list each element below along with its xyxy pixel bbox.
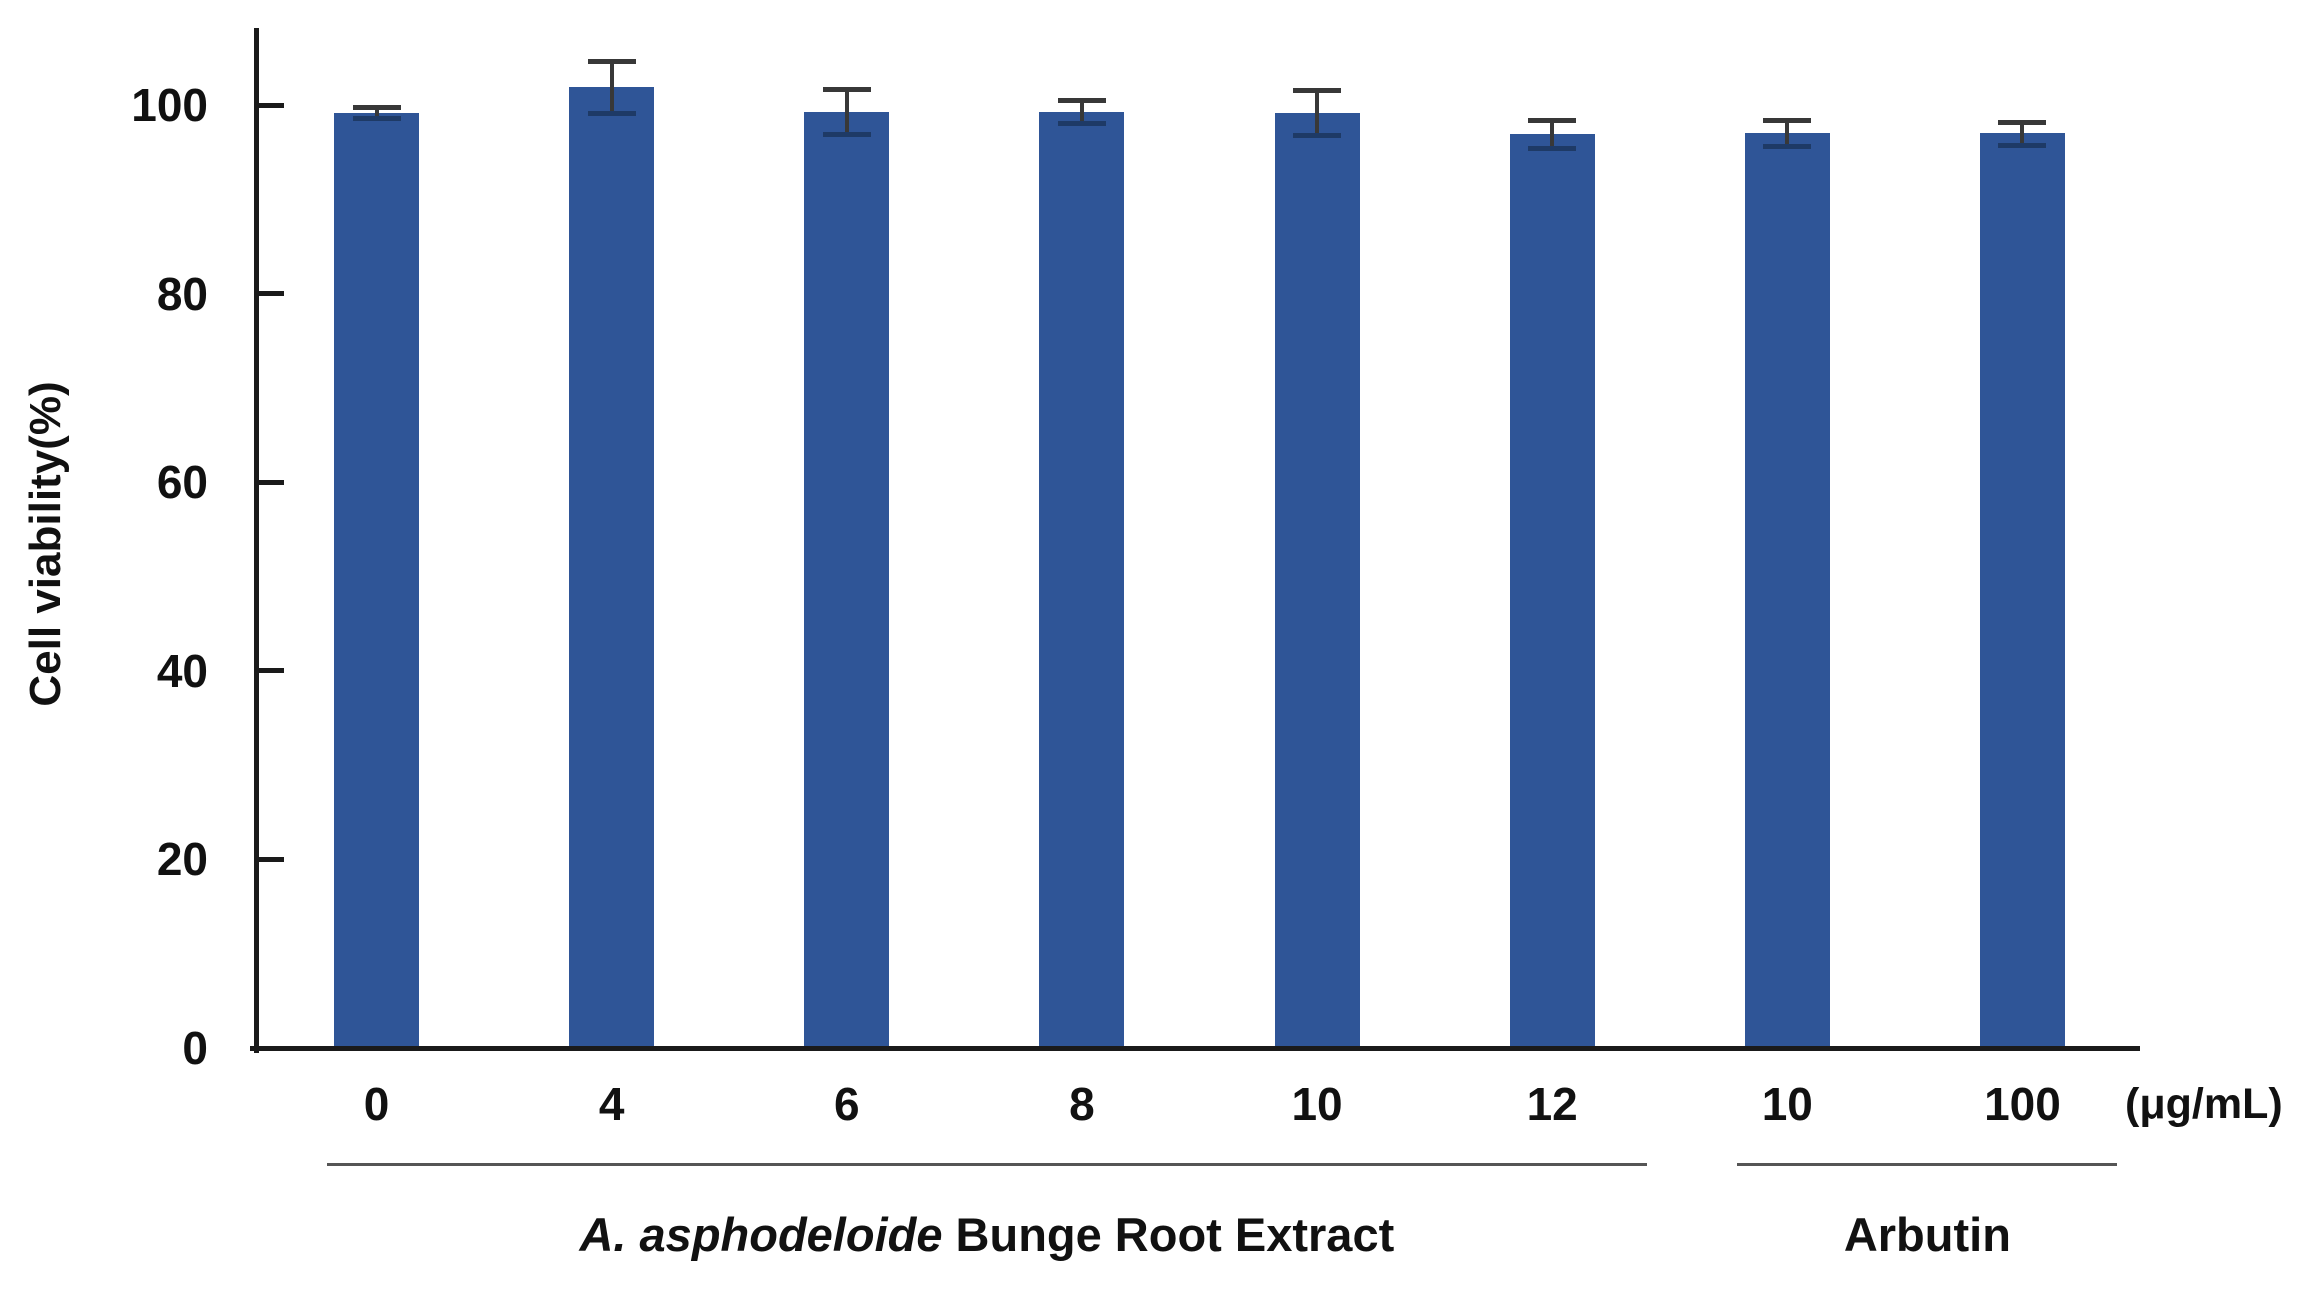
bar [1979, 133, 2065, 1048]
x-tick-label: 100 [1984, 1078, 2061, 1130]
y-tick-label: 20 [156, 833, 208, 886]
error-bar-line [374, 106, 379, 119]
y-axis-line [254, 28, 259, 1053]
group-label: A. asphodeloide Bunge Root Extract [579, 1208, 1395, 1261]
error-bar-cap-bottom [1763, 144, 1812, 150]
error-bar-line [1785, 120, 1790, 147]
error-bar-cap-top [822, 86, 871, 92]
y-tick-label: 60 [156, 456, 208, 509]
error-bar-line [609, 60, 614, 114]
error-bar-line [1079, 100, 1084, 123]
x-tick-label: 12 [1526, 1078, 1578, 1130]
bar [1744, 133, 1830, 1048]
error-bar-cap-bottom [1528, 146, 1577, 152]
x-axis-line [250, 1046, 2140, 1051]
y-axis-tick [254, 668, 284, 674]
y-axis-tick [254, 479, 284, 485]
bar [1274, 112, 1360, 1048]
error-bar-line [844, 88, 849, 135]
group-underline [1737, 1163, 2118, 1166]
error-bar-cap-top [1293, 87, 1342, 93]
axis-unit-label: (μg/mL) [2125, 1080, 2283, 1128]
error-bar-cap-top [352, 104, 401, 110]
x-tick-label: 6 [834, 1078, 860, 1130]
bar [1039, 111, 1125, 1048]
y-axis-title: Cell viability(%) [21, 381, 70, 707]
bar [1509, 134, 1595, 1048]
error-bar-cap-bottom [1057, 120, 1106, 126]
error-bar-cap-top [1998, 119, 2047, 125]
error-bar-cap-bottom [587, 111, 636, 117]
x-tick-label: 4 [598, 1078, 625, 1130]
error-bar-cap-bottom [1293, 133, 1342, 139]
y-axis-tick [254, 102, 284, 108]
y-tick-label: 0 [182, 1022, 208, 1074]
y-axis-tick [254, 856, 284, 862]
error-bar-cap-top [587, 58, 636, 64]
x-tick-label: 10 [1761, 1078, 1813, 1130]
x-tick-label: 8 [1069, 1078, 1095, 1130]
group-underline [326, 1163, 1648, 1166]
y-tick-label: 100 [131, 79, 208, 131]
x-tick-label: 0 [363, 1078, 390, 1130]
error-bar-line [1315, 89, 1320, 136]
error-bar-cap-bottom [352, 116, 401, 122]
error-bar-cap-bottom [822, 132, 871, 138]
y-tick-label: 80 [156, 267, 208, 320]
error-bar-cap-bottom [1998, 142, 2047, 148]
error-bar-line [1550, 120, 1555, 149]
group-label-species: A. asphodeloide [579, 1208, 943, 1261]
bar [569, 87, 655, 1048]
y-tick-label: 40 [156, 644, 208, 697]
bar [804, 111, 890, 1048]
error-bar-cap-top [1763, 118, 1812, 124]
x-tick-label: 10 [1291, 1078, 1343, 1130]
error-bar-cap-top [1057, 98, 1106, 104]
group-label: Arbutin [1843, 1208, 2011, 1261]
error-bar-line [2020, 121, 2025, 145]
bar [334, 112, 420, 1048]
error-bar-cap-top [1528, 118, 1577, 124]
y-axis-tick [254, 291, 284, 297]
